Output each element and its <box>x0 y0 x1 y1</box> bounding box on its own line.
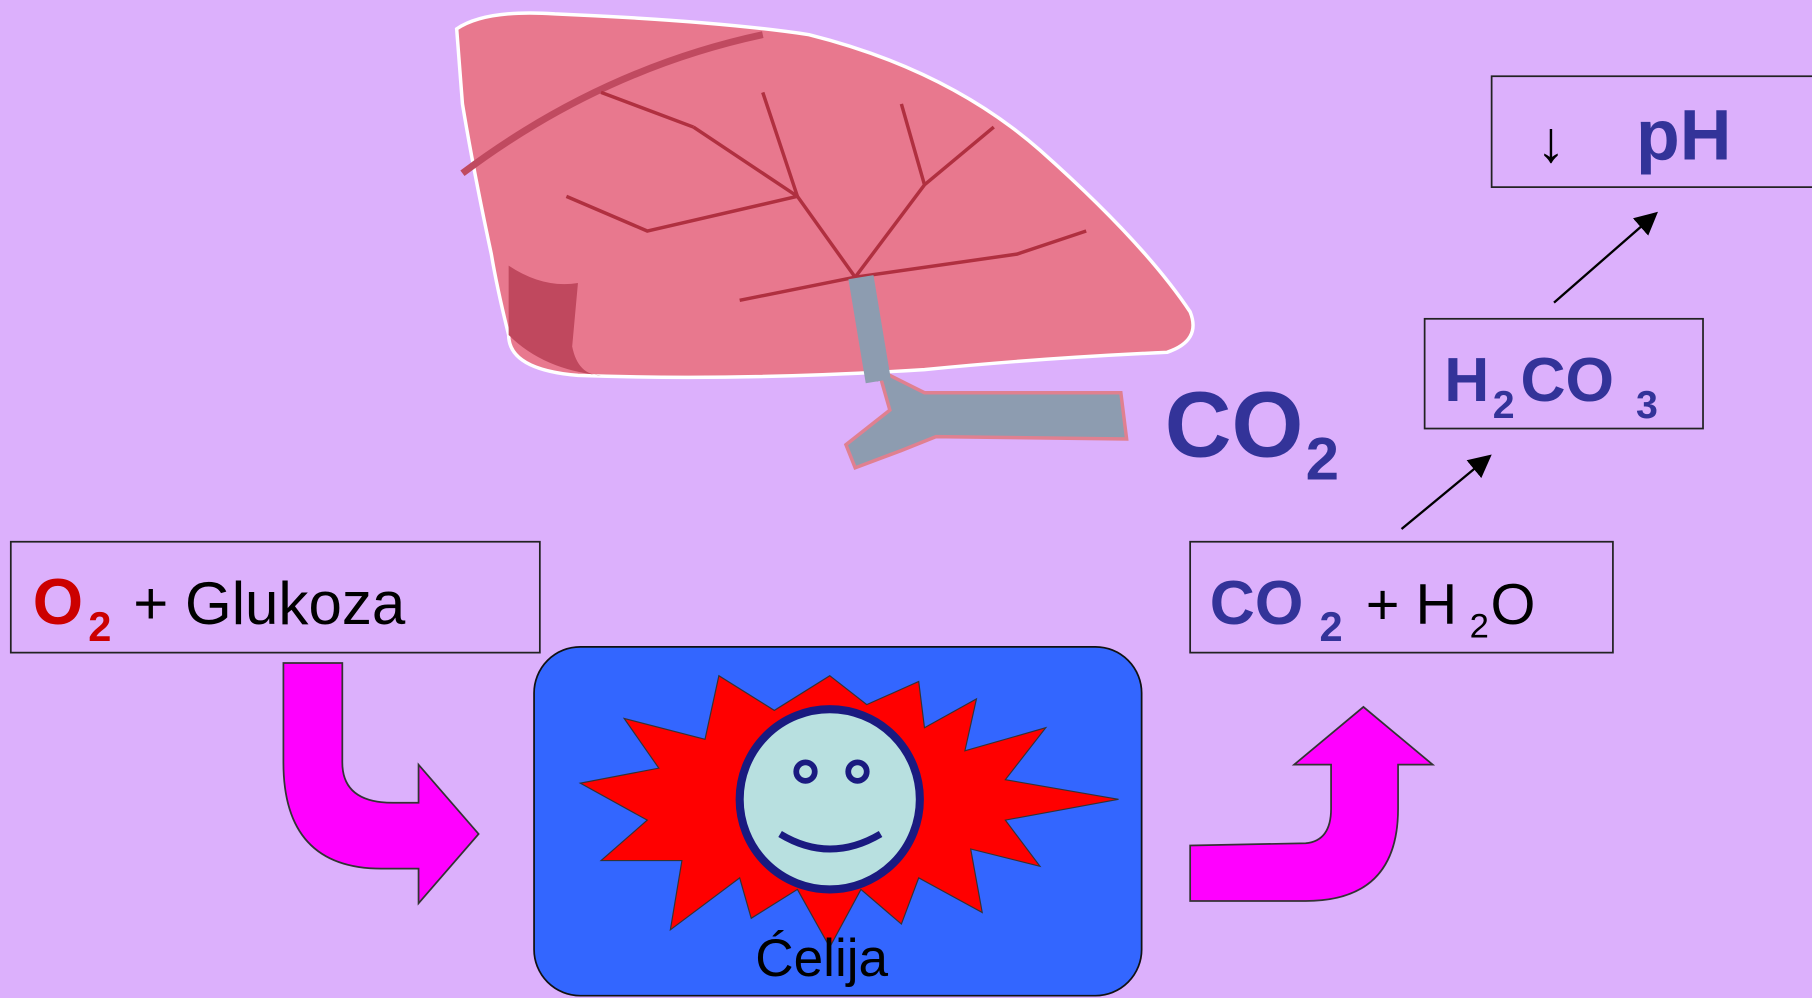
output-co-sub: 2 <box>1320 603 1343 650</box>
output-h-sub: 2 <box>1470 608 1489 646</box>
acid-h-sub: 2 <box>1493 383 1515 427</box>
acid-co-sub: 3 <box>1636 383 1658 427</box>
oxygen: O <box>33 565 83 638</box>
page: CO 2 O 2 + Glukoza CO 2 + H 2 O H 2 CO 3… <box>0 0 1812 998</box>
acid-co: CO <box>1521 346 1615 415</box>
exhaled-co: CO <box>1165 372 1304 476</box>
cell-label: Ćelija <box>755 929 888 988</box>
smiley-face <box>740 709 920 889</box>
diagram: CO 2 O 2 + Glukoza CO 2 + H 2 O H 2 CO 3… <box>0 0 1812 998</box>
output-plus-h: + H <box>1366 573 1457 637</box>
ph-label: pH <box>1636 95 1731 175</box>
output-o: O <box>1490 573 1535 637</box>
ph-arrow: ↓ <box>1537 111 1566 175</box>
glucose: + Glukoza <box>133 570 406 637</box>
acid-h: H <box>1444 346 1489 415</box>
exhaled-co-sub: 2 <box>1306 425 1339 492</box>
oxygen-sub: 2 <box>88 603 111 650</box>
output-co: CO <box>1210 569 1304 638</box>
